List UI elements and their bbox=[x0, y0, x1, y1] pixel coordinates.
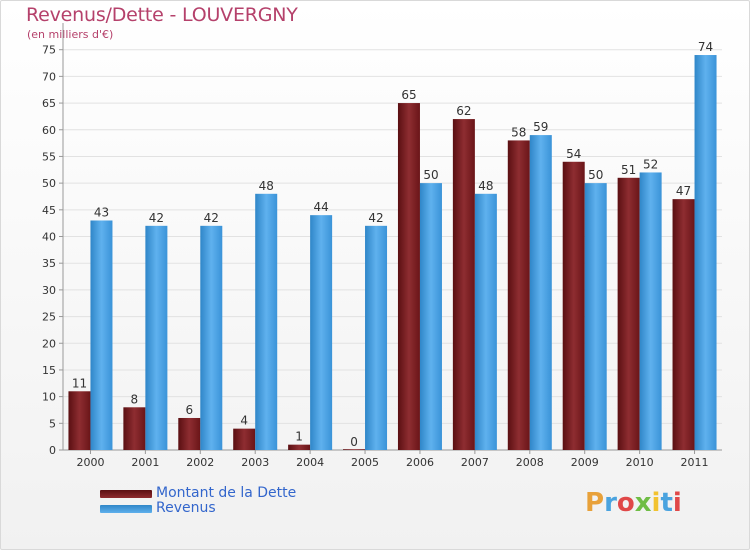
bar-revenus bbox=[310, 215, 333, 450]
logo-letter: i bbox=[672, 488, 682, 518]
data-label-revenus: 48 bbox=[259, 179, 274, 193]
bar-dette bbox=[343, 449, 366, 450]
x-tick-label: 2010 bbox=[626, 456, 654, 469]
data-label-dette: 62 bbox=[456, 104, 471, 118]
data-label-dette: 11 bbox=[72, 376, 87, 390]
data-label-revenus: 43 bbox=[94, 205, 109, 219]
bar-dette bbox=[397, 103, 420, 450]
data-label-dette: 1 bbox=[295, 430, 303, 444]
bar-revenus bbox=[474, 193, 497, 451]
bar-revenus bbox=[639, 172, 662, 450]
y-tick-label: 50 bbox=[42, 177, 56, 190]
y-tick-label: 55 bbox=[42, 150, 56, 163]
y-tick-label: 35 bbox=[42, 257, 56, 270]
x-tick-label: 2007 bbox=[461, 456, 489, 469]
y-tick-label: 60 bbox=[42, 124, 56, 137]
proxiti-logo: Proxiti bbox=[585, 488, 682, 518]
bar-dette bbox=[672, 199, 695, 450]
legend-swatch-revenus bbox=[100, 504, 152, 513]
data-label-revenus: 42 bbox=[149, 211, 164, 225]
y-tick-label: 0 bbox=[49, 444, 56, 457]
data-label-revenus: 52 bbox=[643, 157, 658, 171]
bar-dette bbox=[68, 391, 91, 450]
bar-revenus bbox=[419, 183, 442, 450]
legend-swatch-dette bbox=[100, 489, 152, 498]
data-label-revenus: 59 bbox=[533, 120, 548, 134]
bar-revenus bbox=[200, 225, 223, 450]
y-tick-label: 5 bbox=[49, 417, 56, 430]
bar-dette bbox=[123, 407, 146, 450]
data-label-revenus: 42 bbox=[204, 211, 219, 225]
x-tick-label: 2011 bbox=[681, 456, 709, 469]
legend: Montant de la Dette Revenus bbox=[100, 486, 296, 516]
data-label-revenus: 50 bbox=[423, 168, 438, 182]
data-label-dette: 65 bbox=[401, 88, 416, 102]
bar-revenus bbox=[694, 55, 717, 451]
bar-dette bbox=[288, 444, 311, 450]
y-tick-label: 40 bbox=[42, 231, 56, 244]
data-label-dette: 6 bbox=[185, 403, 193, 417]
y-tick-label: 45 bbox=[42, 204, 56, 217]
bar-revenus bbox=[90, 220, 113, 450]
legend-item-dette: Montant de la Dette bbox=[100, 486, 296, 501]
data-label-dette: 51 bbox=[621, 163, 636, 177]
bar-revenus bbox=[145, 225, 168, 450]
bar-revenus bbox=[584, 183, 607, 450]
bar-dette bbox=[617, 177, 640, 450]
bar-revenus bbox=[255, 193, 278, 451]
y-tick-label: 25 bbox=[42, 311, 56, 324]
data-label-dette: 0 bbox=[350, 435, 358, 449]
bar-dette bbox=[233, 428, 256, 450]
data-label-dette: 4 bbox=[240, 414, 248, 428]
bar-dette bbox=[452, 119, 475, 450]
bar-revenus bbox=[365, 225, 388, 450]
logo-letter: r bbox=[604, 488, 617, 518]
legend-label-revenus: Revenus bbox=[156, 500, 216, 516]
y-tick-label: 75 bbox=[42, 44, 56, 57]
x-tick-label: 2008 bbox=[516, 456, 544, 469]
chart-subtitle: (en milliers d'€) bbox=[27, 28, 114, 41]
bar-dette bbox=[562, 161, 585, 450]
logo-letter: x bbox=[634, 488, 652, 518]
x-tick-label: 2009 bbox=[571, 456, 599, 469]
data-label-dette: 8 bbox=[131, 392, 139, 406]
y-tick-label: 10 bbox=[42, 391, 56, 404]
x-tick-label: 2006 bbox=[406, 456, 434, 469]
y-tick-label: 20 bbox=[42, 337, 56, 350]
logo-letter: t bbox=[660, 488, 673, 518]
legend-item-revenus: Revenus bbox=[100, 501, 296, 516]
y-tick-label: 70 bbox=[42, 70, 56, 83]
bar-revenus bbox=[529, 135, 552, 450]
x-tick-label: 2005 bbox=[351, 456, 379, 469]
bar-dette bbox=[178, 417, 201, 450]
data-label-revenus: 42 bbox=[368, 211, 383, 225]
data-label-dette: 58 bbox=[511, 125, 526, 139]
x-tick-label: 2004 bbox=[296, 456, 324, 469]
x-tick-label: 2000 bbox=[76, 456, 104, 469]
x-tick-label: 2003 bbox=[241, 456, 269, 469]
data-label-revenus: 50 bbox=[588, 168, 603, 182]
logo-letter: o bbox=[616, 488, 635, 518]
y-tick-label: 30 bbox=[42, 284, 56, 297]
chart-title: Revenus/Dette - LOUVERGNY bbox=[26, 4, 298, 26]
data-label-revenus: 44 bbox=[313, 200, 328, 214]
data-label-dette: 47 bbox=[676, 184, 691, 198]
legend-label-dette: Montant de la Dette bbox=[156, 485, 297, 501]
bar-dette bbox=[507, 140, 530, 451]
x-tick-label: 2002 bbox=[186, 456, 214, 469]
logo-letter: i bbox=[651, 488, 661, 518]
data-label-revenus: 74 bbox=[698, 40, 713, 54]
y-tick-label: 15 bbox=[42, 364, 56, 377]
data-label-dette: 54 bbox=[566, 147, 581, 161]
logo-letter: P bbox=[585, 488, 605, 518]
data-label-revenus: 48 bbox=[478, 179, 493, 193]
x-tick-label: 2001 bbox=[131, 456, 159, 469]
y-tick-label: 65 bbox=[42, 97, 56, 110]
